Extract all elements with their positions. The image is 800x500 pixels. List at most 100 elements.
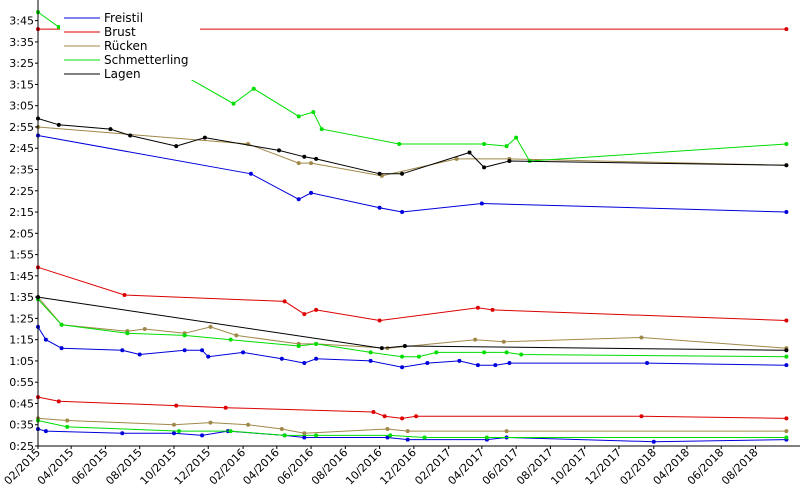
data-point [784,210,789,215]
data-point [309,190,314,195]
data-point [467,150,472,155]
y-tick-label: 3:15 [9,78,34,91]
data-point [385,435,390,440]
data-point [200,348,205,353]
data-point [296,114,301,119]
legend-label: Rücken [104,39,148,53]
data-point [385,426,390,431]
data-point [296,197,301,202]
data-point [405,429,410,434]
data-point [400,365,405,370]
data-point [645,361,650,366]
data-point [651,439,656,444]
data-point [174,403,179,408]
y-tick-label: 1:55 [9,249,34,262]
data-point [784,163,789,168]
data-point [228,337,233,342]
data-point [309,161,314,166]
data-point [206,354,211,359]
data-point [302,312,307,317]
legend-label: Freistil [104,11,143,25]
series-line [37,420,787,438]
data-point [454,156,459,161]
y-tick-label: 3:35 [9,36,34,49]
data-point [504,144,509,149]
data-point [302,431,307,436]
data-point [377,318,382,323]
y-tick-label: 2:45 [9,142,34,155]
data-point [314,433,319,438]
data-point [314,356,319,361]
data-point [174,144,179,149]
y-tick-label: 3:05 [9,100,34,113]
data-point [302,361,307,366]
series-8 [36,416,789,436]
data-point [414,414,419,419]
data-point [507,159,512,164]
data-point [56,122,61,127]
data-point [493,363,498,368]
data-point [405,437,410,442]
data-point [251,86,256,91]
data-point [279,426,284,431]
y-tick-label: 2:15 [9,206,34,219]
data-point [490,307,495,312]
data-point [422,435,427,440]
y-tick-label: 2:25 [9,185,34,198]
data-point [314,156,319,161]
data-point [400,210,405,215]
data-point [457,358,462,363]
data-point [296,161,301,166]
data-point [200,433,205,438]
data-point [784,435,789,440]
data-point [56,399,61,404]
data-point [319,127,324,132]
data-point [416,354,421,359]
data-point [400,171,405,176]
data-point [279,356,284,361]
y-tick-label: 2:05 [9,227,34,240]
data-point [425,361,430,366]
data-point [125,331,130,336]
data-point [784,141,789,146]
data-point [302,154,307,159]
y-tick-label: 3:45 [9,15,34,28]
data-point [482,350,487,355]
series-line [37,296,787,351]
data-point [482,141,487,146]
data-point [108,127,113,132]
series-0 [36,133,789,215]
data-point [784,354,789,359]
data-point [182,348,187,353]
legend-label: Schmetterling [104,53,189,67]
series-line [37,126,787,177]
data-point [177,429,182,434]
data-point [519,352,524,357]
data-point [296,344,301,349]
y-tick-label: 1:05 [9,355,34,368]
data-point [784,27,789,32]
y-tick-label: 2:55 [9,121,34,134]
data-point [514,135,519,140]
series-line [37,135,787,213]
y-tick-label: 1:25 [9,312,34,325]
data-point [282,433,287,438]
data-point [314,307,319,312]
data-point [142,327,147,332]
series-1 [36,324,789,370]
data-point [120,348,125,353]
data-point [639,335,644,340]
y-tick-label: 1:15 [9,334,34,347]
data-point [784,416,789,421]
data-point [475,363,480,368]
y-tick-label: 0:25 [9,440,34,453]
data-point [241,350,246,355]
data-point [171,422,176,427]
data-point [228,429,233,434]
data-point [59,346,64,351]
data-point [479,201,484,206]
data-point [208,324,213,329]
series-11 [36,418,789,440]
y-tick-label: 1:45 [9,270,34,283]
data-point [504,350,509,355]
